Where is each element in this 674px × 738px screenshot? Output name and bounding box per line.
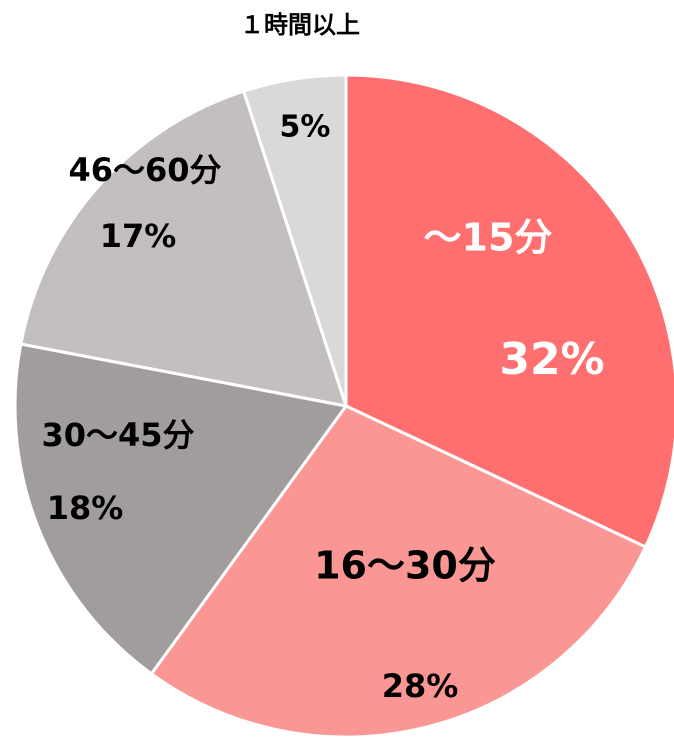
category-label: ～15分 [424,216,553,260]
pie-slice [241,73,348,407]
pie-slice [344,73,674,549]
pie-slice [13,342,349,676]
category-label: １時間以上 [240,11,360,39]
category-label: 16～30分 [314,544,496,588]
pie-slice [149,404,648,738]
pie-slice [19,89,349,408]
category-label: 46～60分 [68,151,221,189]
value-label: 17% [100,217,177,255]
category-label: 30～45分 [41,416,194,454]
value-label: 5% [280,110,331,145]
value-label: 28% [382,667,459,705]
value-label: 18% [47,489,124,527]
value-label: 32% [499,334,604,385]
